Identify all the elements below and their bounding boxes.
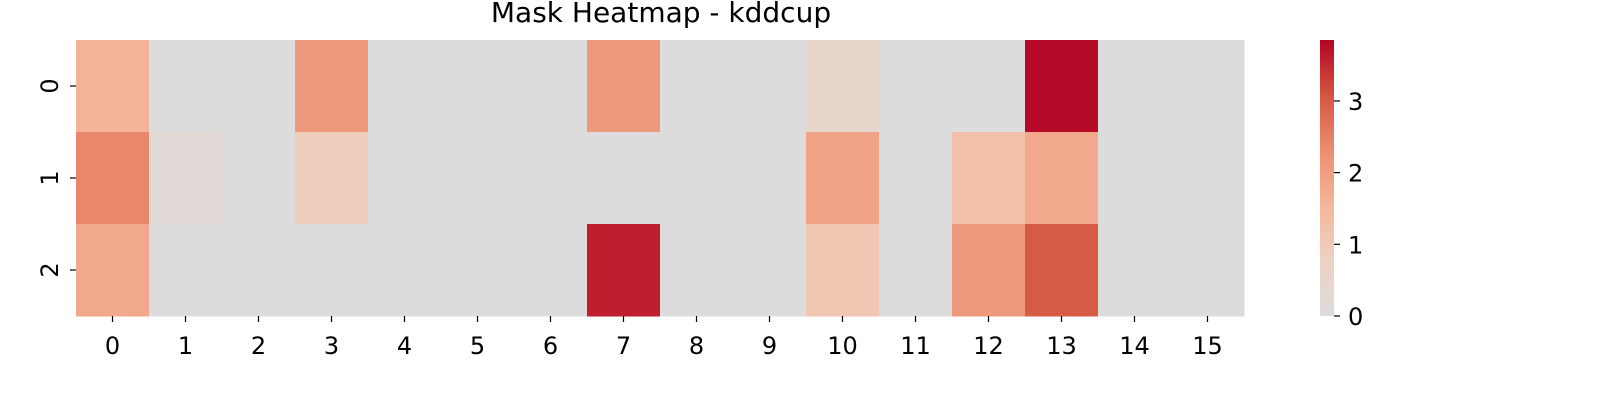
heatmap-cell: [587, 224, 661, 317]
x-tick-label: 14: [1119, 332, 1150, 360]
heatmap-cell: [879, 224, 953, 317]
heatmap-cell: [441, 40, 515, 133]
heatmap-cell: [952, 40, 1026, 133]
heatmap-cell: [1171, 132, 1245, 225]
x-tick-label: 6: [543, 332, 558, 360]
heatmap-cell: [76, 132, 150, 225]
heatmap-cell: [879, 40, 953, 133]
heatmap-cell: [514, 40, 588, 133]
colorbar-tick-label: 2: [1348, 160, 1363, 188]
x-tick-label: 4: [397, 332, 412, 360]
x-tick-label: 5: [470, 332, 485, 360]
heatmap-cell: [733, 40, 807, 133]
heatmap-cell: [733, 132, 807, 225]
heatmap-cell: [587, 132, 661, 225]
x-tick-label: 13: [1046, 332, 1077, 360]
heatmap-cell: [76, 224, 150, 317]
colorbar-axis: 0 1 2 3: [1334, 88, 1363, 331]
y-tick-label: 1: [36, 170, 64, 185]
x-tick-label: 12: [973, 332, 1004, 360]
heatmap-cell: [733, 224, 807, 317]
x-tick-label: 9: [762, 332, 777, 360]
x-tick-label: 1: [178, 332, 193, 360]
heatmap-cell: [441, 132, 515, 225]
x-axis: 0 1 2 3 4 5 6 7 8 9 10 11 12 13 14 15: [105, 316, 1223, 360]
heatmap-cell: [1025, 40, 1099, 133]
x-tick-label: 2: [251, 332, 266, 360]
heatmap-cell: [1171, 224, 1245, 317]
x-tick-label: 0: [105, 332, 120, 360]
chart-title: Mask Heatmap - kddcup: [491, 0, 831, 29]
heatmap-cell: [368, 224, 442, 317]
heatmap-cell: [660, 224, 734, 317]
heatmap-cell: [952, 132, 1026, 225]
x-tick-label: 10: [827, 332, 858, 360]
heatmap-cell: [368, 132, 442, 225]
heatmap-cell: [660, 40, 734, 133]
heatmap-cell: [76, 40, 150, 133]
y-tick-label: 0: [36, 78, 64, 93]
heatmap-cell: [222, 40, 296, 133]
heatmap-cell: [1098, 224, 1172, 317]
x-tick-label: 7: [616, 332, 631, 360]
x-tick-label: 15: [1192, 332, 1223, 360]
heatmap-cell: [149, 224, 223, 317]
heatmap-cell: [295, 224, 369, 317]
heatmap-cell: [1025, 224, 1099, 317]
x-tick-label: 8: [689, 332, 704, 360]
y-tick-label: 2: [36, 262, 64, 277]
heatmap-cell: [441, 224, 515, 317]
heatmap-cell: [514, 132, 588, 225]
heatmap-cell: [1098, 40, 1172, 133]
heatmap-cell: [368, 40, 442, 133]
heatmap-cell: [806, 132, 880, 225]
heatmap-cell: [952, 224, 1026, 317]
x-tick-label: 3: [324, 332, 339, 360]
heatmap-cell: [806, 40, 880, 133]
heatmap-cell: [587, 40, 661, 133]
colorbar-tick-label: 1: [1348, 231, 1363, 259]
heatmap-cell: [514, 224, 588, 317]
heatmap-cell: [1025, 132, 1099, 225]
heatmap-cells: [76, 40, 1245, 317]
heatmap-cell: [295, 40, 369, 133]
heatmap-cell: [806, 224, 880, 317]
heatmap-cell: [295, 132, 369, 225]
heatmap-cell: [1171, 40, 1245, 133]
heatmap-cell: [149, 132, 223, 225]
y-axis: 0 1 2: [36, 78, 76, 278]
x-tick-label: 11: [900, 332, 931, 360]
colorbar-tick-label: 0: [1348, 303, 1363, 331]
heatmap-cell: [222, 224, 296, 317]
colorbar: [1320, 40, 1334, 316]
heatmap-cell: [1098, 132, 1172, 225]
heatmap-cell: [879, 132, 953, 225]
heatmap-cell: [222, 132, 296, 225]
heatmap-cell: [149, 40, 223, 133]
heatmap-cell: [660, 132, 734, 225]
colorbar-tick-label: 3: [1348, 88, 1363, 116]
